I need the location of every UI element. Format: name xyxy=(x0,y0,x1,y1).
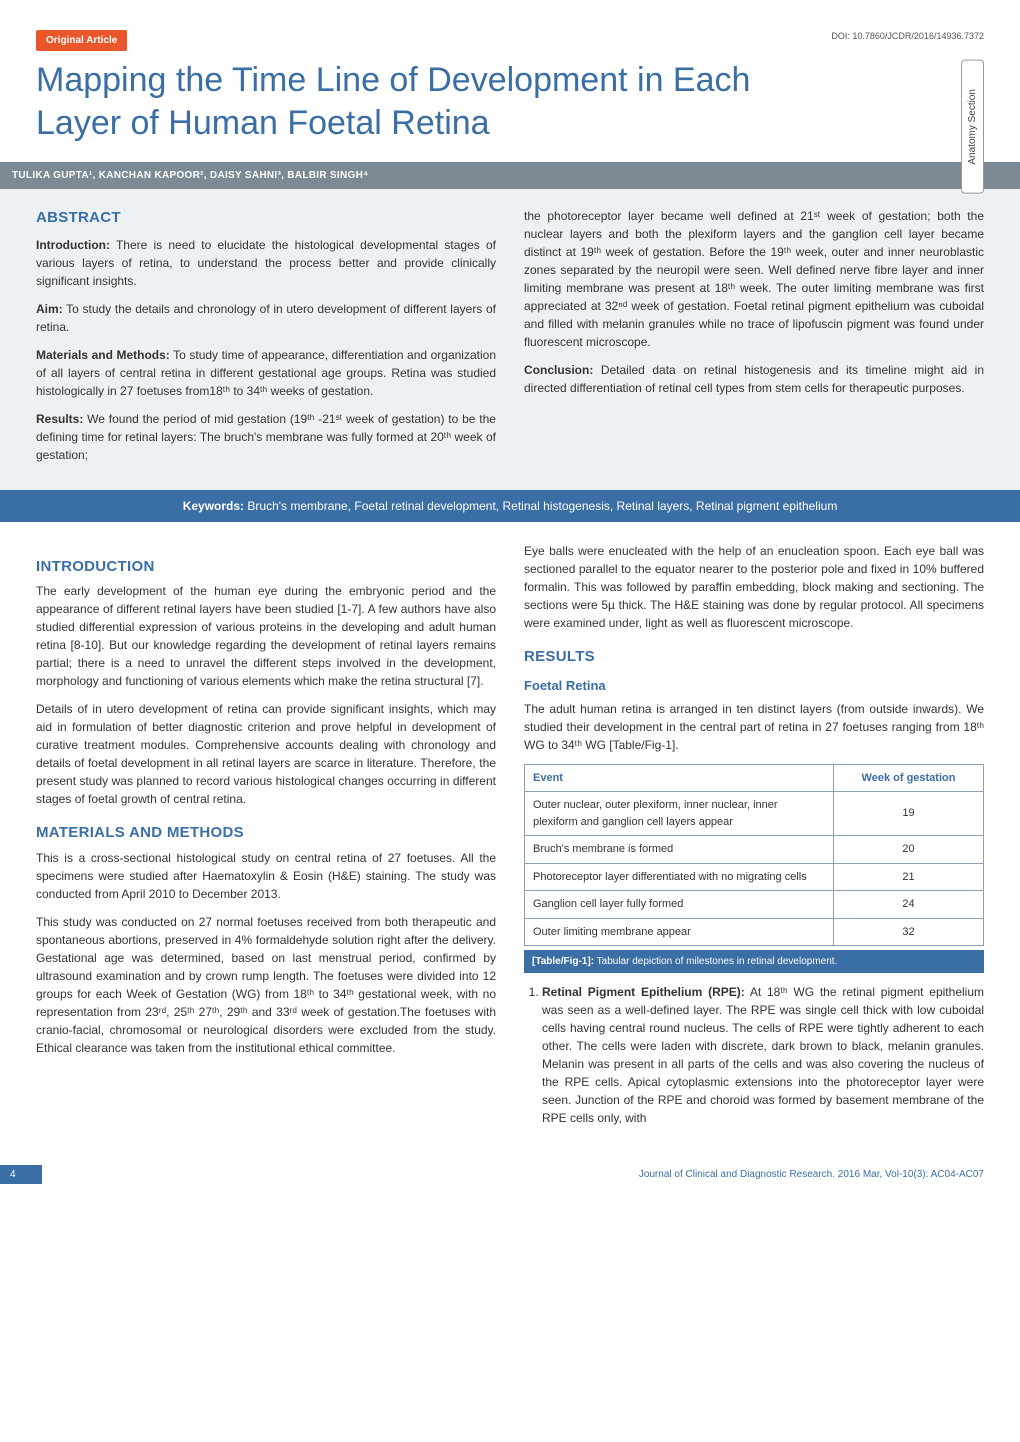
page-number: 4 xyxy=(0,1165,42,1184)
col-week: Week of gestation xyxy=(834,764,984,792)
top-row: Original Article DOI: 10.7860/JCDR/2016/… xyxy=(36,30,984,51)
authors-bar: TULIKA GUPTA¹, KANCHAN KAPOOR², DAISY SA… xyxy=(0,162,1020,189)
abstract-heading: ABSTRACT xyxy=(36,207,496,230)
abstract-results-cont: the photoreceptor layer became well defi… xyxy=(524,207,984,351)
body-left-col: INTRODUCTION The early development of th… xyxy=(36,542,496,1136)
table-header-row: Event Week of gestation xyxy=(525,764,984,792)
table-row: Bruch's membrane is formed20 xyxy=(525,836,984,864)
keywords-label: Keywords: xyxy=(183,499,244,513)
col-event: Event xyxy=(525,764,834,792)
abstract-intro: Introduction: There is need to elucidate… xyxy=(36,236,496,290)
foetal-retina-para: The adult human retina is arranged in te… xyxy=(524,700,984,754)
foetal-retina-subhead: Foetal Retina xyxy=(524,676,984,696)
abstract-aim: Aim: To study the details and chronology… xyxy=(36,300,496,336)
article-title: Mapping the Time Line of Development in … xyxy=(36,59,816,144)
original-article-badge: Original Article xyxy=(36,30,127,51)
abstract-box: ABSTRACT Introduction: There is need to … xyxy=(0,189,1020,490)
mm-para-2: This study was conducted on 27 normal fo… xyxy=(36,913,496,1057)
materials-methods-heading: MATERIALS AND METHODS xyxy=(36,822,496,845)
abstract-right-col: the photoreceptor layer became well defi… xyxy=(524,207,984,474)
results-heading: RESULTS xyxy=(524,646,984,669)
intro-para-1: The early development of the human eye d… xyxy=(36,582,496,690)
anatomy-section-tab: Anatomy Section xyxy=(961,60,984,194)
intro-para-2: Details of in utero development of retin… xyxy=(36,700,496,808)
abstract-methods: Materials and Methods: To study time of … xyxy=(36,346,496,400)
mm-para-1: This is a cross-sectional histological s… xyxy=(36,849,496,903)
list-item-rpe: Retinal Pigment Epithelium (RPE): At 18ᵗ… xyxy=(542,983,984,1127)
milestones-table: Event Week of gestation Outer nuclear, o… xyxy=(524,764,984,947)
table-row: Ganglion cell layer fully formed24 xyxy=(525,891,984,919)
table-row: Outer nuclear, outer plexiform, inner nu… xyxy=(525,792,984,836)
abstract-results: Results: We found the period of mid gest… xyxy=(36,410,496,464)
table-row: Photoreceptor layer differentiated with … xyxy=(525,863,984,891)
methods-cont-para: Eye balls were enucleated with the help … xyxy=(524,542,984,632)
table-row: Outer limiting membrane appear32 xyxy=(525,918,984,946)
introduction-heading: INTRODUCTION xyxy=(36,556,496,579)
doi-text: DOI: 10.7860/JCDR/2016/14936.7372 xyxy=(831,30,984,44)
numbered-list: Retinal Pigment Epithelium (RPE): At 18ᵗ… xyxy=(542,983,984,1127)
page-container: Original Article DOI: 10.7860/JCDR/2016/… xyxy=(0,0,1020,1204)
abstract-conclusion: Conclusion: Detailed data on retinal his… xyxy=(524,361,984,397)
page-footer: 4 Journal of Clinical and Diagnostic Res… xyxy=(36,1165,984,1184)
body-columns: INTRODUCTION The early development of th… xyxy=(36,542,984,1136)
table-caption: [Table/Fig-1]: Tabular depiction of mile… xyxy=(524,950,984,973)
abstract-left-col: ABSTRACT Introduction: There is need to … xyxy=(36,207,496,474)
body-right-col: Eye balls were enucleated with the help … xyxy=(524,542,984,1136)
journal-citation: Journal of Clinical and Diagnostic Resea… xyxy=(639,1167,984,1182)
keywords-text: Bruch's membrane, Foetal retinal develop… xyxy=(247,499,837,513)
keywords-bar: Keywords: Bruch's membrane, Foetal retin… xyxy=(0,490,1020,522)
